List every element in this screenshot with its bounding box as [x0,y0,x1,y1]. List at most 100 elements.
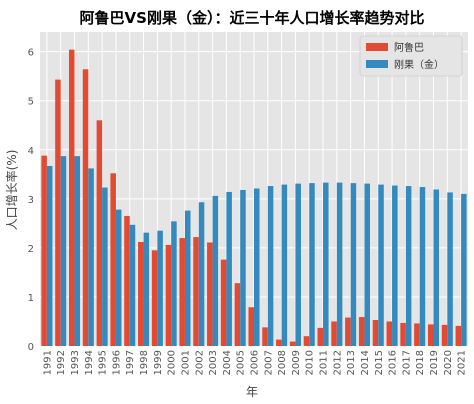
bar-series-1 [129,224,136,346]
bar-series-0 [372,319,379,346]
plot-area: 0 1 2 3 4 5 6 1991 1992 1993 1994 1995 1996 1997 1998 1… [28,32,468,375]
y-tick-label: 4 [28,146,34,157]
x-tick-label: 2021 [457,350,468,375]
bar-series-1 [295,183,301,346]
x-tick-label: 2008 [277,350,288,375]
x-tick-label: 2014 [360,350,371,375]
y-tick-label: 6 [28,48,34,59]
bar-series-0 [345,317,351,346]
x-tick-label: 2020 [443,350,454,375]
bar-series-1 [184,210,191,346]
bar-series-0 [124,215,130,346]
bar-series-1 [157,230,163,346]
bar-series-0 [331,321,337,346]
bar-series-1 [74,156,81,346]
x-tick-label: 2017 [401,350,412,375]
bar-series-1 [350,183,357,346]
bar-series-0 [234,283,241,346]
bar-series-0 [414,323,420,346]
x-tick-label: 2006 [250,350,261,375]
legend-swatch [366,43,388,51]
bar-series-1 [433,189,440,346]
x-tick-label: 1997 [125,350,136,375]
bar-series-0 [400,322,406,346]
legend-swatch [366,60,388,68]
bar-series-0 [262,327,268,346]
bar-series-1 [364,183,370,346]
bar-series-1 [240,189,246,346]
bar-series-1 [378,184,384,346]
x-tick-label: 2018 [415,350,426,375]
y-tick-label: 5 [28,97,34,108]
x-tick-label: 2015 [374,350,385,375]
bar-series-0 [193,237,199,346]
bar-series-1 [115,209,122,346]
x-tick-label: 2013 [346,350,357,375]
bar-series-1 [46,165,53,346]
x-tick-label: 1992 [56,350,67,375]
x-tick-label: 2010 [305,350,316,375]
chart-title: 阿鲁巴VS刚果（金）：近三十年人口增长率趋势对比 [80,9,425,27]
x-tick-label: 2001 [180,350,191,375]
y-tick-label: 1 [28,293,34,304]
x-tick-label: 2007 [263,350,274,375]
x-tick-label: 2009 [291,350,302,375]
bar-series-1 [336,182,343,346]
bar-series-0 [138,241,144,346]
x-tick-label: 2000 [167,350,178,375]
bar-series-1 [171,221,177,346]
bar-series-0 [248,307,254,346]
bar-series-1 [212,195,219,346]
bar-series-0 [41,155,47,346]
bar-series-0 [96,120,103,346]
x-tick-label: 1996 [111,350,122,375]
x-tick-label: 2016 [388,350,399,375]
bar-series-1 [88,168,94,346]
legend-label: 刚果（金） [394,58,444,71]
bar-series-0 [55,79,61,346]
bar-series-0 [317,327,324,346]
bar-series-0 [220,259,227,346]
x-tick-label: 1994 [84,350,95,375]
bar-series-0 [165,244,172,346]
x-tick-label: 1999 [153,350,164,375]
bar-series-1 [392,185,398,346]
y-tick-label: 0 [28,342,34,353]
bar-series-0 [303,336,310,346]
bar-series-1 [267,186,274,346]
y-tick-label: 3 [28,195,34,206]
x-tick-label: 1993 [70,350,81,375]
x-tick-label: 2004 [222,350,233,375]
bar-series-1 [447,192,453,346]
bar-series-1 [281,184,288,346]
bar-series-0 [386,321,393,346]
bar-series-1 [60,156,67,346]
bar-series-0 [110,173,116,346]
bar-series-0 [151,250,158,346]
bar-series-1 [405,186,412,346]
bar-series-0 [441,324,448,346]
x-tick-label: 2019 [429,350,440,375]
bar-series-0 [179,238,185,346]
bar-series-1 [102,187,108,346]
x-tick-label: 2012 [332,350,343,375]
x-axis-label: 年 [246,385,258,399]
x-tick-label: 1991 [42,350,53,375]
y-axis-label: 人口增长率(%) [4,150,19,231]
y-tick-label: 2 [28,244,34,255]
bar-series-1 [323,182,329,346]
bar-series-1 [226,191,232,346]
bar-series-1 [143,232,150,346]
x-tick-label: 2002 [194,350,205,375]
bar-series-0 [289,341,296,346]
bar-series-1 [419,187,426,346]
bar-series-0 [358,317,365,346]
bar-series-1 [198,202,205,346]
x-tick-label: 2003 [208,350,219,375]
bar-series-1 [254,188,260,346]
x-tick-label: 1998 [139,350,150,375]
x-tick-label: 1995 [98,350,109,375]
